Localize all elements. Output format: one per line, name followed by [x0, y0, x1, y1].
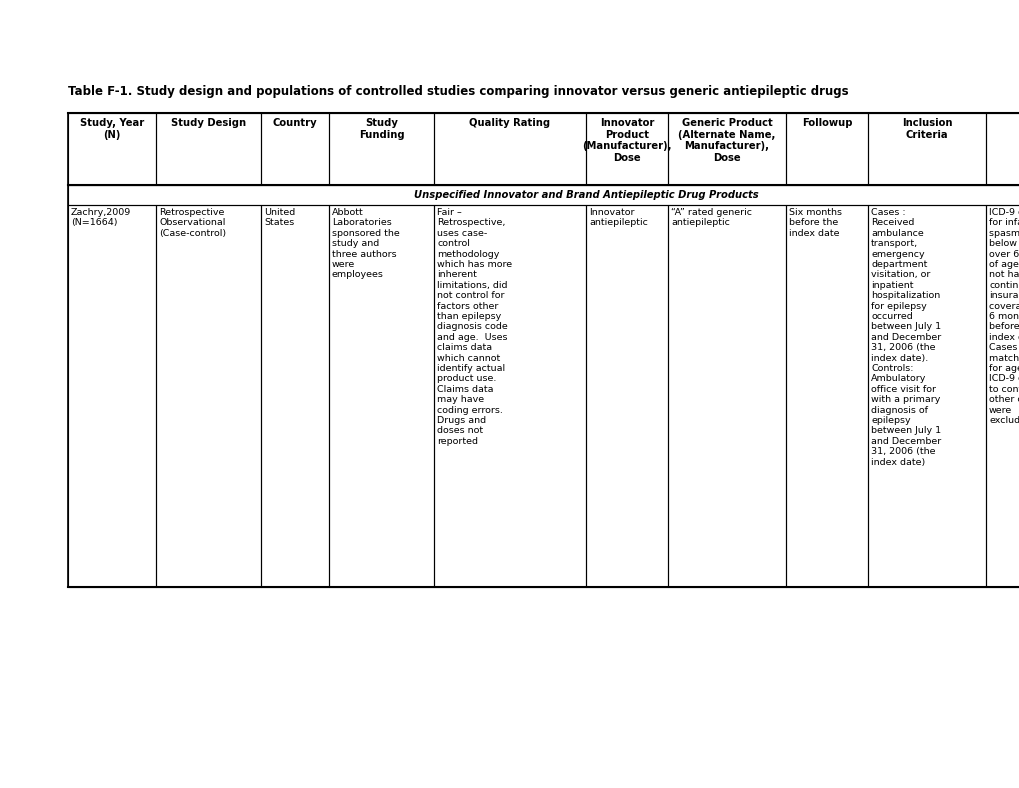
- Text: Abbott
Laboratories
sponsored the
study and
three authors
were
employees: Abbott Laboratories sponsored the study …: [331, 208, 399, 280]
- Bar: [68, 185, 1019, 205]
- Text: Country: Country: [272, 118, 317, 128]
- Bar: [667, 113, 786, 185]
- Bar: [261, 113, 329, 185]
- Bar: [329, 113, 433, 185]
- Text: Retrospective
Observational
(Case-control): Retrospective Observational (Case-contro…: [159, 208, 226, 238]
- Text: Study, Year
(N): Study, Year (N): [79, 118, 144, 139]
- Bar: [433, 205, 586, 587]
- Text: Inclusion
Criteria: Inclusion Criteria: [901, 118, 952, 139]
- Bar: [985, 113, 1019, 185]
- Text: ICD-9 code
for infantile
spasms, aged
below 12 or
over 64 years
of age, or did
n: ICD-9 code for infantile spasms, aged be…: [988, 208, 1019, 425]
- Text: Six months
before the
index date: Six months before the index date: [789, 208, 841, 238]
- Text: Fair –
Retrospective,
uses case-
control
methodology
which has more
inherent
lim: Fair – Retrospective, uses case- control…: [436, 208, 512, 446]
- Bar: [667, 205, 786, 587]
- Text: Quality Rating: Quality Rating: [469, 118, 550, 128]
- Bar: [261, 205, 329, 587]
- Text: Generic Product
(Alternate Name,
Manufacturer),
Dose: Generic Product (Alternate Name, Manufac…: [678, 118, 774, 163]
- Bar: [68, 113, 1019, 587]
- Text: Zachry,2009
(N=1664): Zachry,2009 (N=1664): [71, 208, 131, 228]
- Text: Study Design: Study Design: [171, 118, 246, 128]
- Bar: [867, 113, 985, 185]
- Bar: [586, 113, 667, 185]
- Text: Innovator
Product
(Manufacturer),
Dose: Innovator Product (Manufacturer), Dose: [582, 118, 672, 163]
- Text: Study
Funding: Study Funding: [359, 118, 404, 139]
- Bar: [433, 113, 586, 185]
- Bar: [786, 113, 867, 185]
- Text: United
States: United States: [264, 208, 294, 228]
- Bar: [867, 205, 985, 587]
- Text: Table F-1. Study design and populations of controlled studies comparing innovato: Table F-1. Study design and populations …: [68, 85, 848, 98]
- Text: Unspecified Innovator and Brand Antiepileptic Drug Products: Unspecified Innovator and Brand Antiepil…: [414, 190, 758, 200]
- Bar: [985, 205, 1019, 587]
- Bar: [786, 205, 867, 587]
- Text: Exclusion
Criteria: Exclusion Criteria: [1018, 118, 1019, 139]
- Bar: [586, 205, 667, 587]
- Bar: [68, 205, 156, 587]
- Bar: [156, 113, 261, 185]
- Text: Cases :
Received
ambulance
transport,
emergency
department
visitation, or
inpati: Cases : Received ambulance transport, em…: [870, 208, 941, 466]
- Text: “A” rated generic
antiepileptic: “A” rated generic antiepileptic: [671, 208, 751, 228]
- Text: Innovator
antiepileptic: Innovator antiepileptic: [588, 208, 647, 228]
- Bar: [156, 205, 261, 587]
- Bar: [68, 113, 156, 185]
- Text: Followup: Followup: [801, 118, 852, 128]
- Bar: [329, 205, 433, 587]
